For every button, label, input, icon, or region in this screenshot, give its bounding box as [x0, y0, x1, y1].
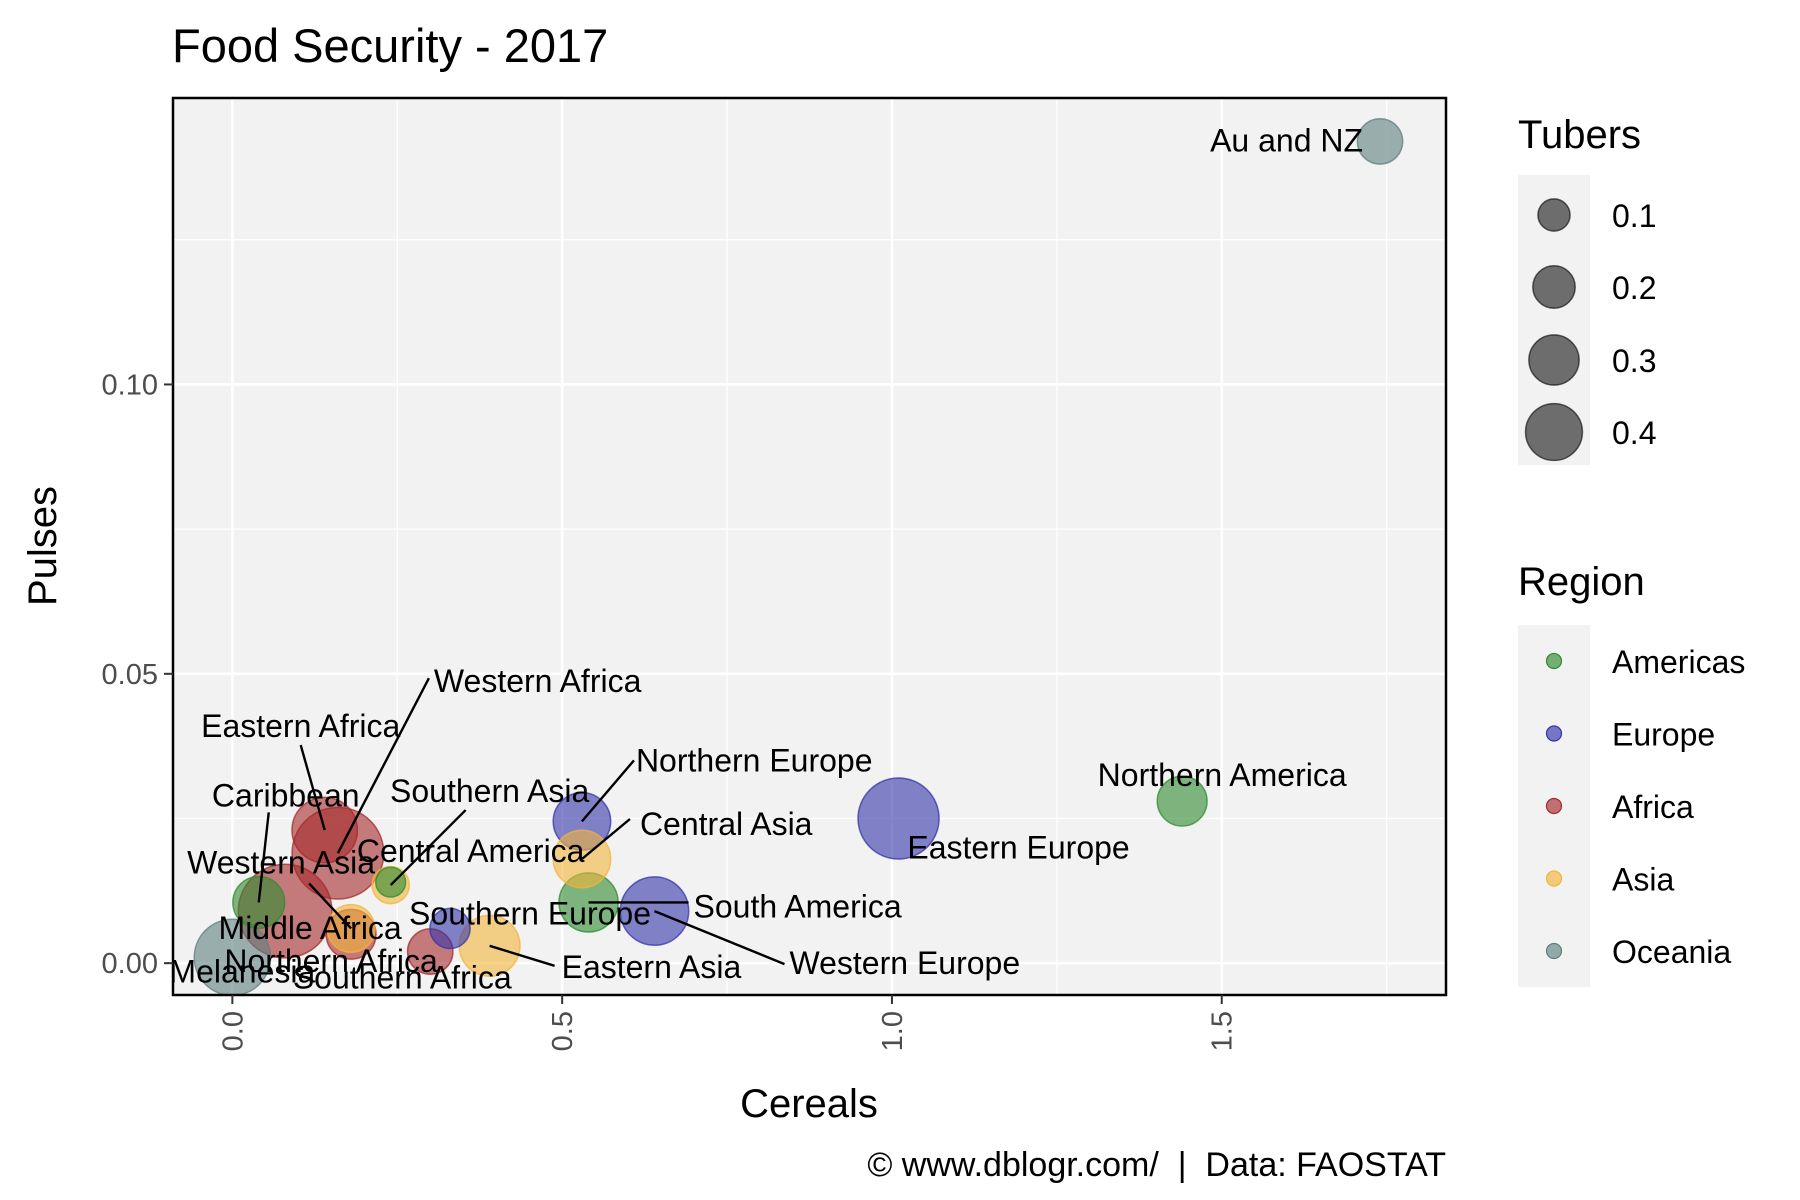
- chart-title: Food Security - 2017: [172, 19, 608, 72]
- y-tick-label: 0.10: [102, 369, 158, 401]
- color-legend-label: Oceania: [1612, 934, 1731, 970]
- size-legend-key: [1528, 334, 1580, 386]
- size-legend-key: [1537, 198, 1571, 232]
- leader-line: [336, 677, 430, 854]
- y-axis-label: Pulses: [21, 486, 65, 606]
- point-label: Southern Asia: [390, 773, 589, 809]
- color-legend-label: Africa: [1612, 789, 1694, 825]
- point-label: Western Asia: [187, 844, 375, 880]
- size-legend-key: [1532, 265, 1576, 309]
- point-label: Melanesia: [169, 953, 315, 989]
- point-label: Central America: [357, 833, 585, 869]
- color-legend: Americas Europe Africa Asia Oceania: [1545, 644, 1745, 970]
- plot-border: [171, 96, 1448, 997]
- color-legend-key: [1545, 652, 1563, 670]
- x-tick-label: 0.0: [217, 1011, 249, 1051]
- point-label: Northern America: [1098, 757, 1347, 793]
- point-label: Western Africa: [434, 663, 642, 699]
- point-label: Southern Europe: [409, 895, 651, 931]
- plot-panel: [173, 98, 1446, 995]
- color-legend-label: Asia: [1612, 862, 1674, 898]
- leader-line: [654, 909, 785, 966]
- x-tick-label: 1.0: [877, 1011, 909, 1051]
- color-legend-label: Americas: [1612, 644, 1745, 680]
- x-tick-label: 1.5: [1207, 1011, 1239, 1051]
- point-label: Western Europe: [789, 945, 1020, 981]
- leader-line: [581, 759, 635, 823]
- point-label: Central Asia: [640, 806, 813, 842]
- size-legend-title: Tubers: [1518, 113, 1641, 157]
- leader-line: [257, 812, 270, 903]
- color-legend-key: [1545, 942, 1563, 960]
- data-point: [857, 777, 940, 860]
- color-legend-label: Europe: [1612, 717, 1715, 753]
- data-point: [375, 866, 407, 898]
- leader-line: [299, 744, 326, 831]
- color-legend-key: [1545, 870, 1563, 887]
- leader-line: [489, 944, 555, 967]
- point-label: Au and NZ: [1210, 122, 1363, 158]
- x-axis-label: Cereals: [740, 1082, 878, 1126]
- size-legend-label: 0.4: [1612, 415, 1656, 451]
- point-label: Northern Africa: [224, 943, 438, 979]
- point-label: Southern Africa: [293, 960, 512, 996]
- x-axis: 0.0 0.5 1.0 1.5: [217, 995, 1239, 1051]
- data-point: [1356, 117, 1404, 165]
- point-labels: Au and NZ Northern America Eastern Europe N…: [169, 122, 1363, 995]
- y-tick-label: 0.00: [102, 948, 158, 980]
- size-legend-label: 0.2: [1612, 270, 1656, 306]
- point-label: South America: [694, 888, 902, 924]
- color-legend-title: Region: [1518, 560, 1645, 604]
- point-label: Northern Europe: [636, 742, 873, 778]
- x-tick-label: 0.5: [547, 1011, 579, 1051]
- size-legend-label: 0.1: [1612, 198, 1656, 234]
- point-label: Middle Africa: [219, 910, 402, 946]
- size-legend-key: [1524, 402, 1584, 462]
- point-label: Eastern Asia: [562, 949, 742, 985]
- size-legend-label: 0.3: [1612, 343, 1656, 379]
- point-label: Eastern Africa: [201, 708, 400, 744]
- color-legend-key: [1545, 725, 1563, 742]
- point-label: Caribbean: [212, 777, 360, 813]
- leader-line: [389, 809, 467, 886]
- size-legend: 0.1 0.2 0.3 0.4: [1524, 198, 1656, 462]
- point-label: Eastern Europe: [907, 829, 1129, 865]
- data-point: [429, 907, 471, 950]
- y-axis: 0.00 0.05 0.10: [102, 369, 173, 980]
- data-point: [1156, 775, 1208, 827]
- leader-line: [308, 882, 352, 930]
- y-tick-label: 0.05: [102, 659, 158, 691]
- color-legend-key: [1545, 797, 1563, 815]
- leader-line: [581, 818, 631, 860]
- chart-caption: © www.dblogr.com/ | Data: FAOSTAT: [867, 1146, 1446, 1184]
- data-points: [193, 117, 1404, 997]
